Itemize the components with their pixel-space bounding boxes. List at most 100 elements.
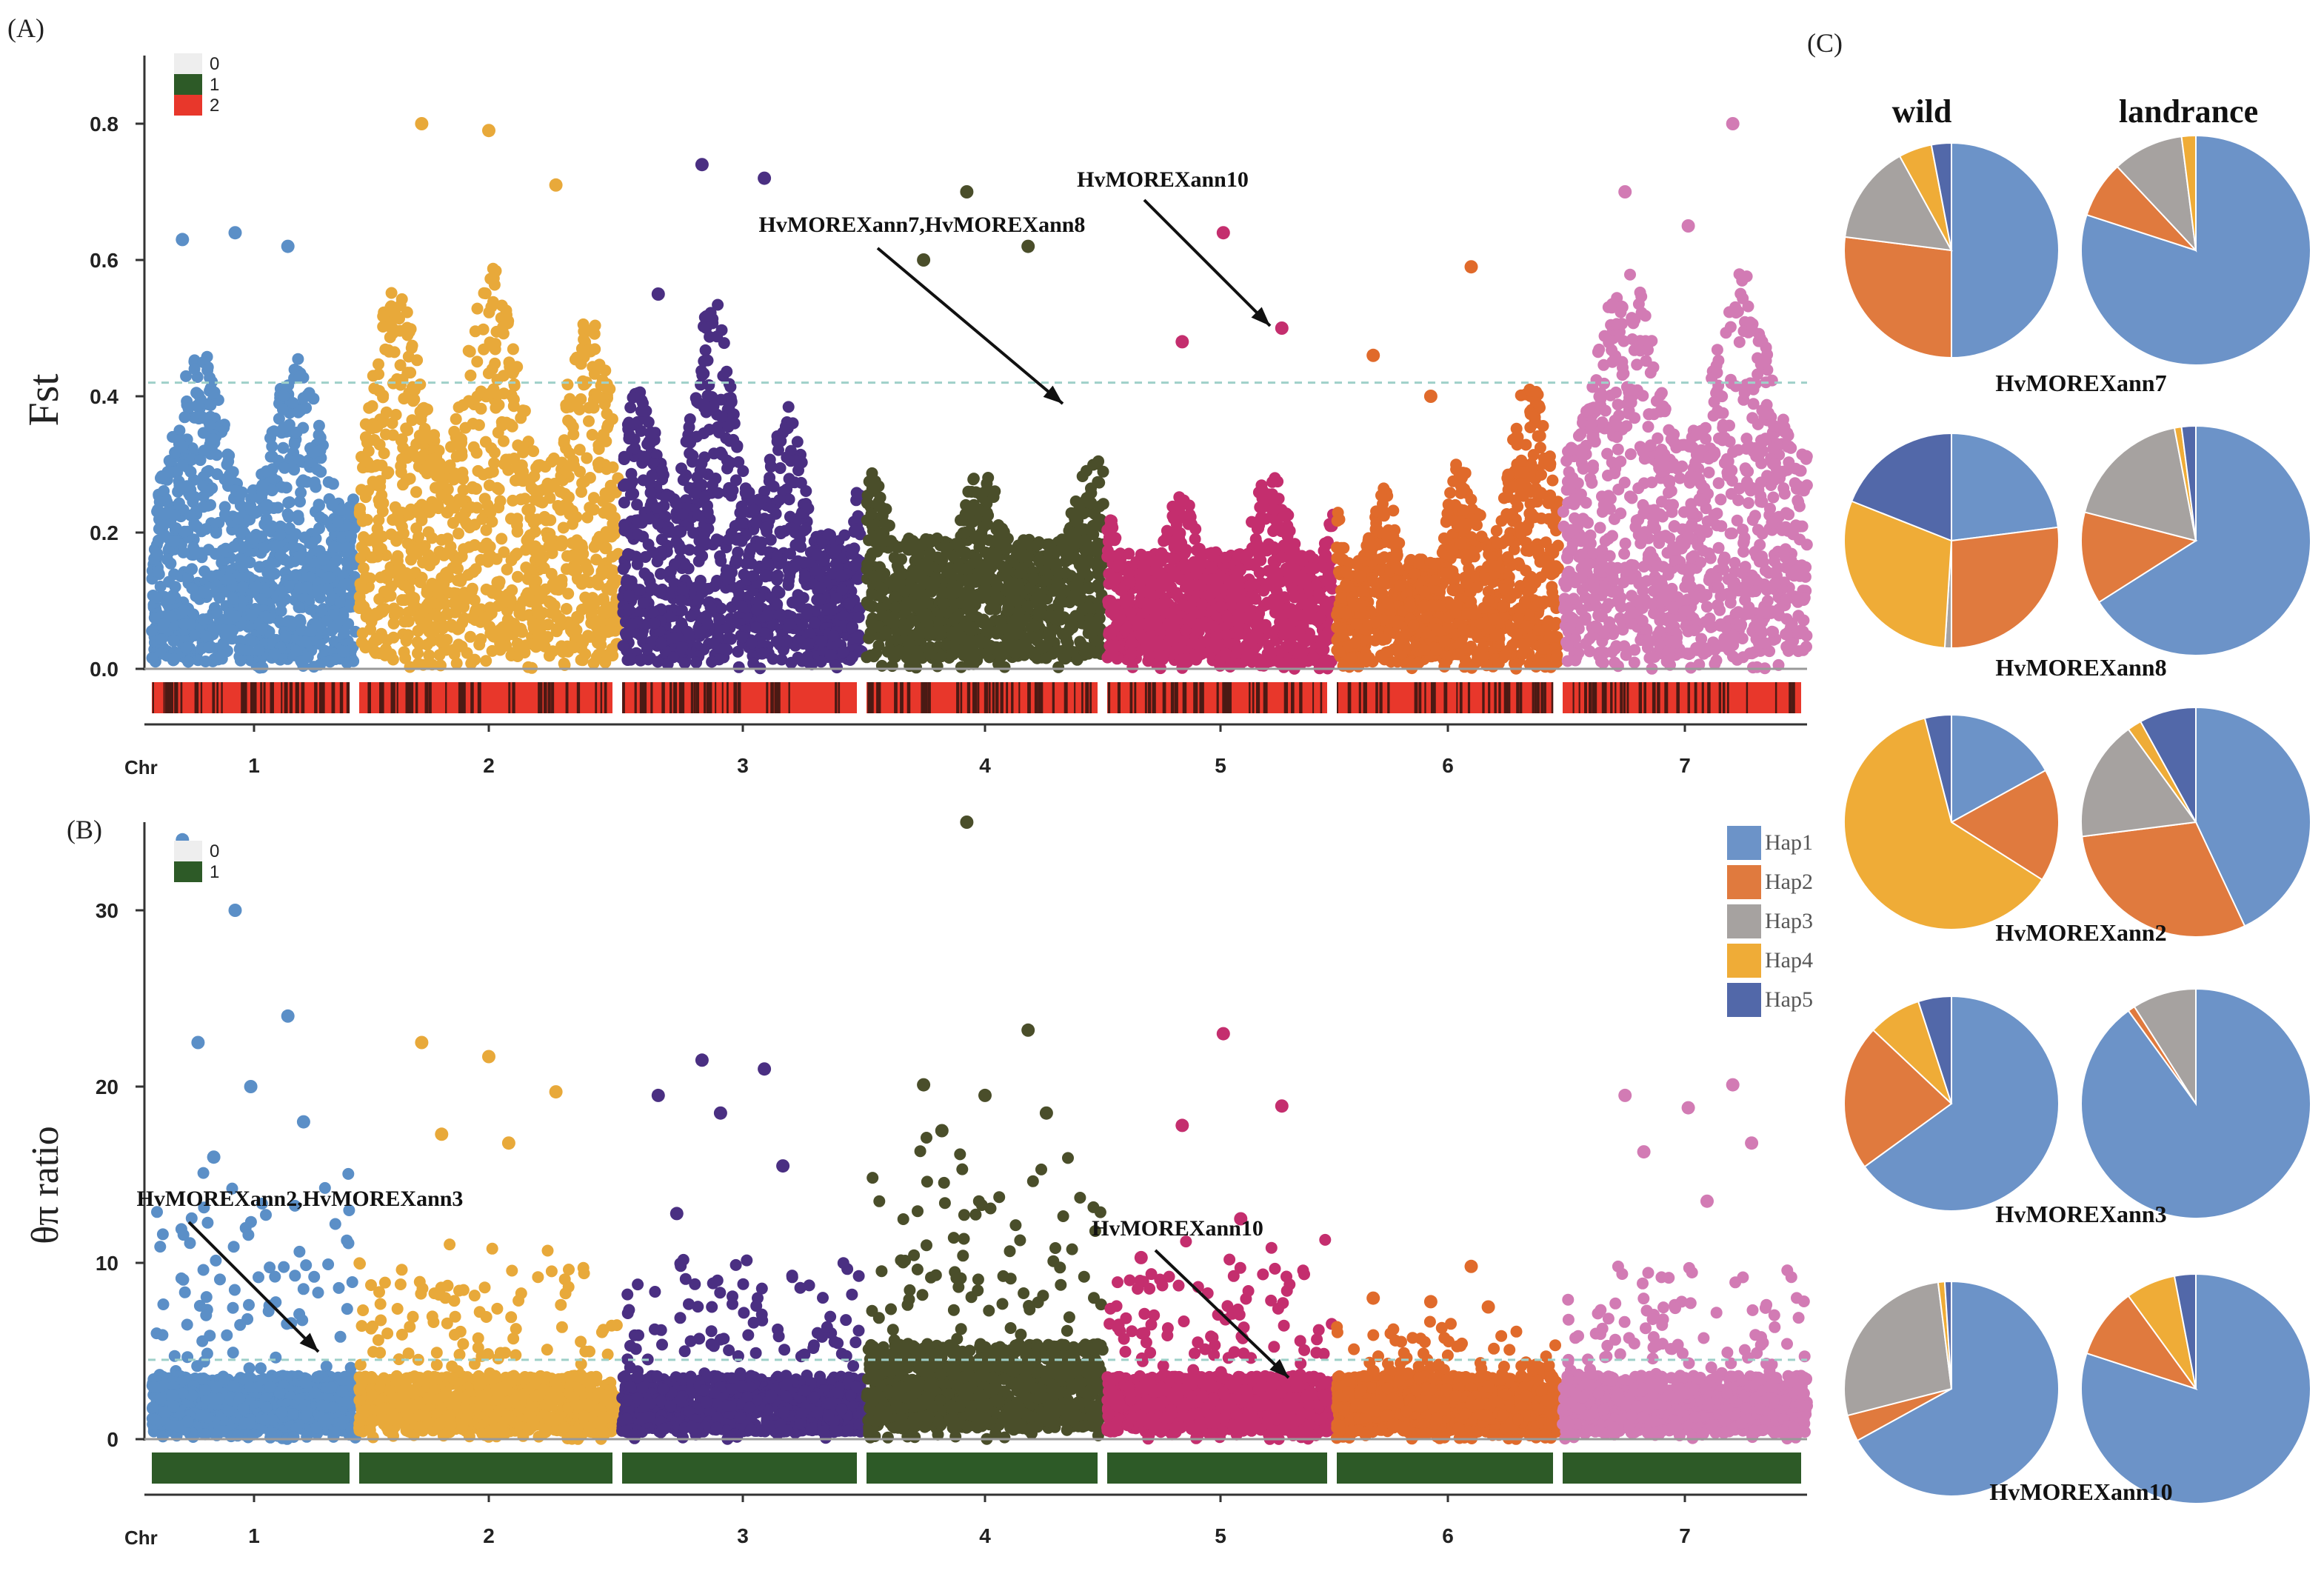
chr2-point	[524, 529, 536, 541]
chr2-point	[516, 610, 529, 621]
chr2-point	[403, 583, 415, 596]
chr2-point	[384, 648, 397, 661]
chr2-point	[387, 617, 400, 630]
chr4-point	[1059, 556, 1072, 568]
chr1-point	[324, 656, 336, 668]
chr1-point	[152, 565, 164, 578]
chr3-point	[698, 490, 711, 503]
chr2-point	[389, 501, 401, 513]
chr3-point	[676, 619, 689, 632]
chr1-point	[266, 484, 278, 497]
chr3-point	[712, 487, 724, 499]
chr1-point	[156, 470, 168, 482]
chr1-point	[314, 431, 327, 444]
chr2-point	[456, 616, 469, 629]
chr3-point	[830, 592, 843, 604]
chr2-point	[455, 575, 467, 587]
chr4-peak-point	[917, 253, 931, 267]
chr1-point	[327, 541, 340, 553]
chr3-point	[815, 635, 828, 647]
chr3-point	[822, 528, 835, 541]
chr4-point	[1011, 547, 1024, 560]
chr4-point	[886, 660, 898, 673]
chr1-point	[301, 581, 313, 594]
chr3-point	[624, 653, 636, 665]
chr5-point	[1307, 651, 1320, 664]
chr3-point	[631, 517, 644, 529]
chr3-point	[727, 484, 739, 496]
chr1-point	[194, 454, 207, 467]
chr1-point	[146, 624, 158, 637]
chr1-point	[246, 609, 258, 621]
chr4-point	[1001, 563, 1013, 576]
chr2-point	[355, 636, 368, 649]
chr2-point	[592, 439, 605, 451]
chr1-point	[223, 450, 236, 461]
chr1-point	[244, 556, 256, 569]
chr4-point	[1097, 498, 1109, 510]
chr2-point	[393, 313, 405, 325]
chr4-point	[1037, 593, 1049, 606]
chr2-point	[422, 526, 435, 538]
chr1-point	[283, 418, 295, 431]
chr3-point	[772, 635, 785, 647]
chr4-point	[1090, 616, 1103, 628]
chr3-point	[623, 590, 635, 602]
chr1-point	[208, 386, 221, 398]
chr4-point	[922, 648, 935, 660]
chr3-point	[708, 447, 720, 460]
chr4-point	[1066, 646, 1079, 658]
chr2-point	[484, 601, 496, 614]
chr4-point	[1018, 535, 1030, 547]
chr1-point	[148, 553, 161, 565]
chr1-point	[304, 624, 317, 637]
chr2-point	[377, 497, 390, 510]
chr1-point	[173, 497, 185, 510]
chr2-point	[579, 591, 592, 604]
chr1-point	[199, 656, 212, 667]
chr3-point	[698, 398, 711, 411]
chr3-point	[723, 533, 735, 546]
chr2-point	[518, 493, 531, 505]
chr2-point	[578, 378, 591, 390]
chr4-point	[981, 477, 993, 490]
chr4-point	[861, 651, 873, 664]
chr2-point	[354, 507, 366, 520]
chr4-point	[889, 591, 901, 604]
chr1-point	[204, 419, 216, 432]
chr1-point	[261, 498, 273, 511]
chr3-point	[755, 647, 768, 660]
chr2-point	[355, 450, 367, 463]
chr1-point	[256, 623, 268, 636]
chr4-point	[955, 630, 968, 643]
chr2-point	[581, 452, 593, 464]
chr2-point	[464, 369, 477, 381]
chr4-point	[910, 601, 923, 613]
chr2-point	[585, 617, 598, 630]
chr2-point	[600, 541, 612, 554]
chr2-point	[543, 540, 555, 553]
chr3-point	[632, 528, 644, 541]
chr1-point	[225, 473, 238, 486]
chr4-point	[1060, 632, 1072, 644]
chr3-point	[835, 570, 847, 582]
chr2-point	[405, 341, 418, 354]
chr2-point	[593, 456, 606, 469]
chr1-point	[235, 527, 247, 539]
chr2-point	[511, 361, 524, 373]
chr3-point	[676, 641, 689, 653]
chr2-point	[588, 367, 601, 380]
chr1-point	[307, 661, 320, 673]
chr2-point	[395, 460, 407, 473]
chr3-point	[703, 424, 715, 436]
chr3-point	[748, 504, 761, 516]
chr3-point	[701, 617, 714, 630]
chr2-point	[510, 461, 523, 474]
chr3-point	[617, 563, 630, 576]
chr2-point	[388, 346, 401, 358]
chr2-point	[415, 413, 427, 426]
chr1-point	[338, 578, 351, 590]
chr3-point	[627, 476, 638, 488]
chr2-point	[438, 598, 451, 610]
